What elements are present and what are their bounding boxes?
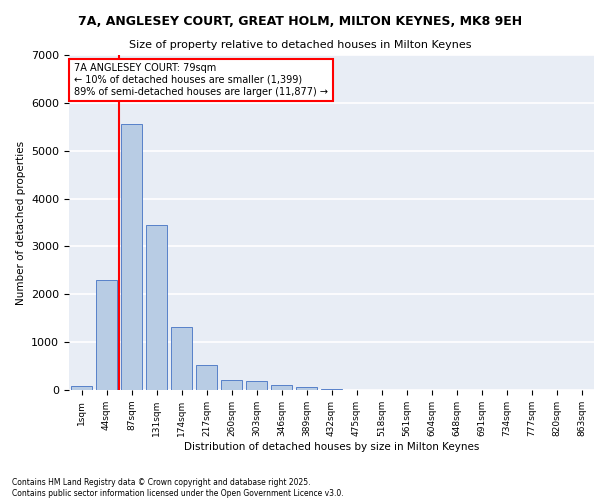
Bar (71, 386, 92, 390)
Bar (196, 365, 217, 390)
Bar (321, 388, 342, 390)
Bar (296, 388, 317, 390)
X-axis label: Distribution of detached houses by size in Milton Keynes: Distribution of detached houses by size … (184, 442, 479, 452)
Bar (221, 380, 242, 390)
Text: 7A, ANGLESEY COURT, GREAT HOLM, MILTON KEYNES, MK8 9EH: 7A, ANGLESEY COURT, GREAT HOLM, MILTON K… (78, 15, 522, 28)
Text: Size of property relative to detached houses in Milton Keynes: Size of property relative to detached ho… (129, 40, 471, 50)
Y-axis label: Number of detached properties: Number of detached properties (16, 140, 26, 304)
Bar (171, 327, 192, 390)
Bar (146, 225, 167, 390)
Bar (246, 381, 267, 390)
Bar (271, 386, 292, 390)
Text: 7A ANGLESEY COURT: 79sqm
← 10% of detached houses are smaller (1,399)
89% of sem: 7A ANGLESEY COURT: 79sqm ← 10% of detach… (74, 64, 328, 96)
Bar (96, 280, 117, 390)
Bar (121, 124, 142, 390)
Text: Contains HM Land Registry data © Crown copyright and database right 2025.
Contai: Contains HM Land Registry data © Crown c… (12, 478, 344, 498)
